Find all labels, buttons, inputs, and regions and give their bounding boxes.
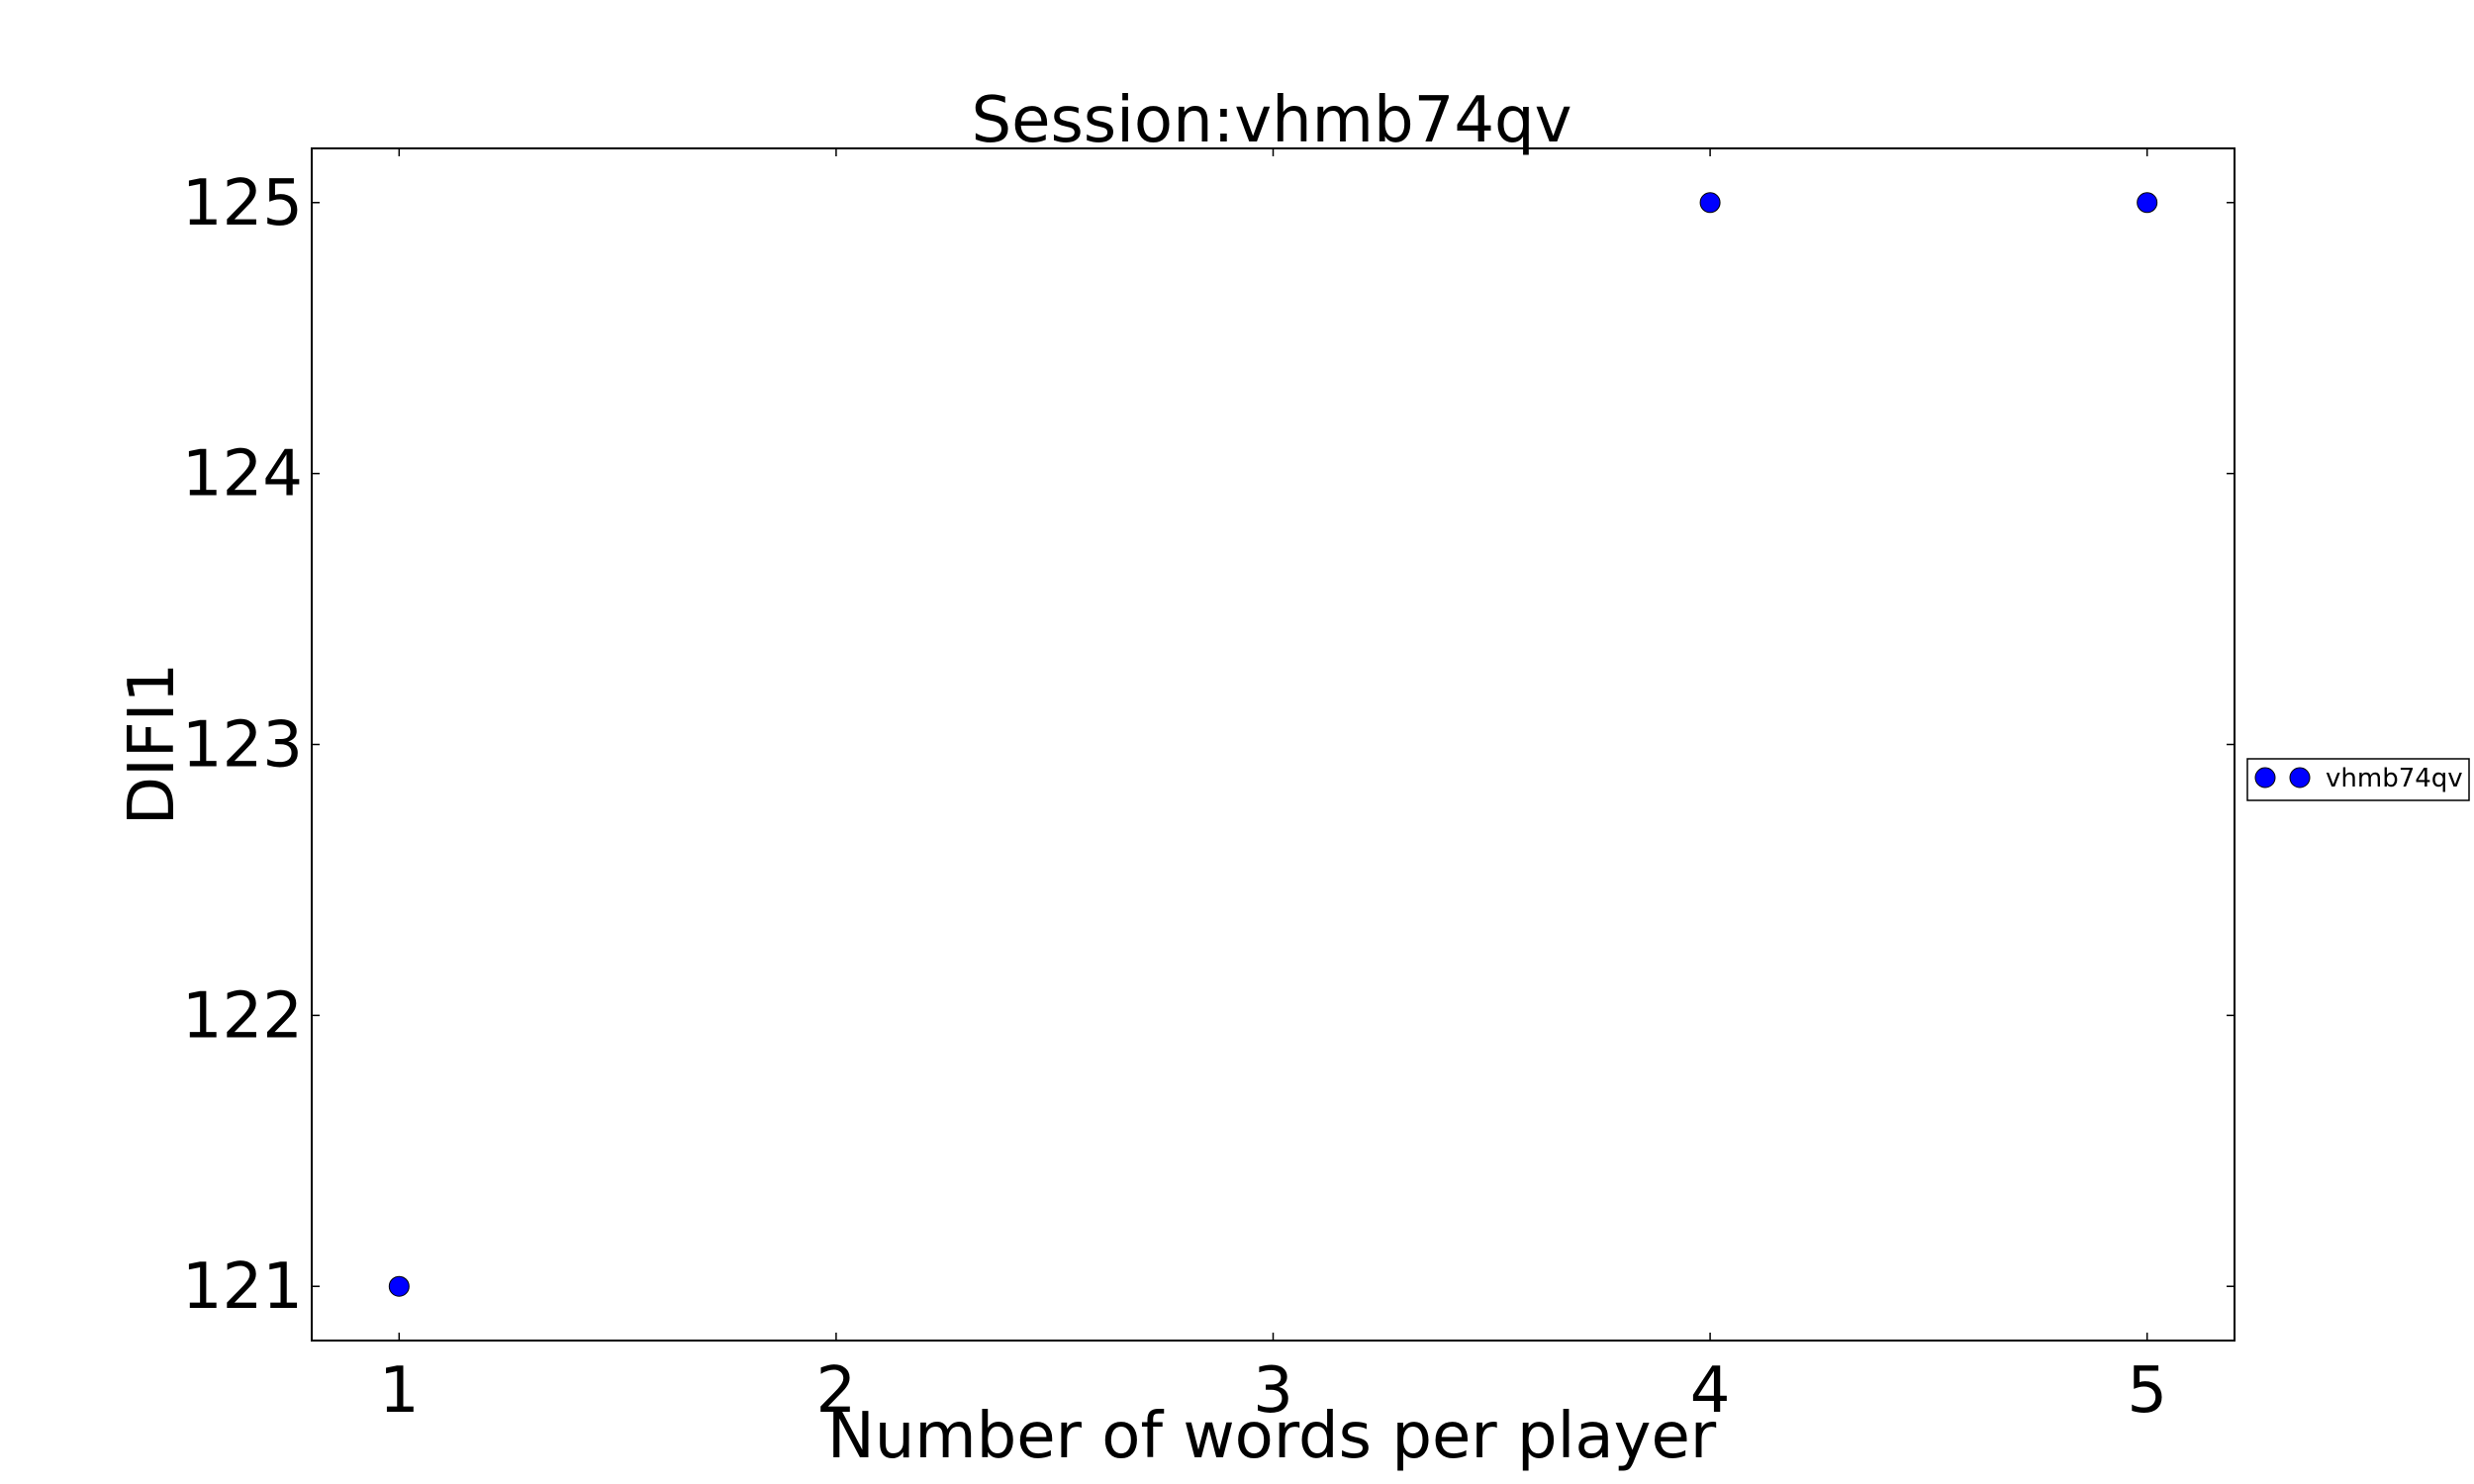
data-point: [1699, 192, 1721, 214]
legend: vhmb74qv: [2246, 758, 2470, 801]
data-point: [388, 1275, 410, 1297]
y-tick-label: 124: [182, 438, 303, 511]
x-axis-ticks: 1 2 3 4 5: [379, 148, 2167, 1428]
y-tick-label: 125: [182, 167, 303, 240]
x-tick-label: 2: [816, 1354, 857, 1428]
y-axis-label: DIFI1: [116, 663, 189, 826]
chart-title: Session:vhmb74qv: [971, 84, 1571, 157]
legend-label: vhmb74qv: [2326, 764, 2463, 793]
plot-area: [311, 147, 2236, 1342]
data-point: [2137, 192, 2158, 214]
y-tick-label: 121: [182, 1251, 303, 1324]
data-points: [388, 192, 2158, 1297]
x-tick-label: 1: [379, 1354, 420, 1428]
y-tick-label: 123: [182, 709, 303, 783]
x-tick-label: 3: [1253, 1354, 1293, 1428]
legend-marker: [2289, 767, 2311, 788]
x-axis-label: Number of words per player: [827, 1400, 1717, 1473]
x-tick-label: 5: [2127, 1354, 2167, 1428]
x-tick-label: 4: [1690, 1354, 1731, 1428]
y-axis-ticks: 121 122 123 124 125: [182, 167, 2235, 1324]
legend-box: [2246, 758, 2470, 801]
y-tick-label: 122: [182, 979, 303, 1053]
legend-marker: [2254, 767, 2276, 788]
